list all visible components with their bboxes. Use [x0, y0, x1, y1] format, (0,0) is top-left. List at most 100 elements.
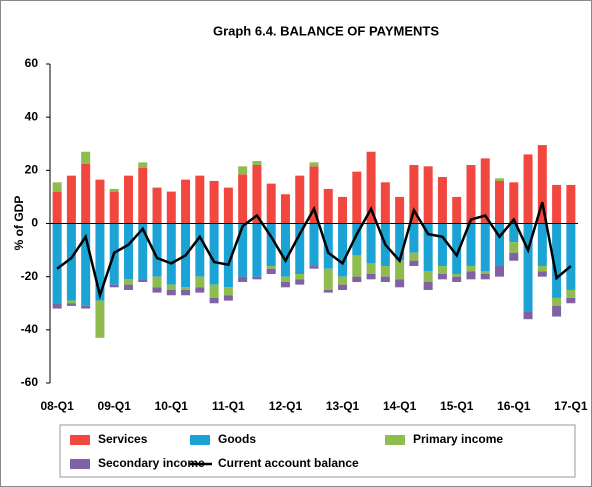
bar-segment [409, 165, 419, 224]
legend-label: Current account balance [218, 456, 359, 470]
legend-label: Secondary income [98, 456, 205, 470]
bar-segment [380, 276, 390, 282]
bar-segment [452, 276, 462, 282]
bar-segment [195, 287, 205, 293]
bar-segment [466, 266, 476, 272]
bar-segment [81, 163, 91, 224]
y-tick-label: 0 [31, 216, 38, 230]
legend-label: Services [98, 432, 148, 446]
bar-segment [152, 223, 162, 277]
bar-segment [380, 182, 390, 224]
bar-segment [495, 178, 505, 181]
bar-segment [238, 166, 248, 175]
x-tick-label: 12-Q1 [269, 399, 303, 413]
y-tick-label: 20 [25, 163, 39, 177]
bar-segment [209, 223, 219, 285]
x-tick-label: 11-Q1 [212, 399, 245, 413]
bar-segment [252, 223, 262, 277]
x-tick-label: 17-Q1 [554, 399, 588, 413]
bar-segment [495, 180, 505, 224]
bar-segment [509, 242, 519, 253]
bar-segment [537, 271, 547, 277]
bar-segment [123, 279, 133, 285]
bar-segment [152, 276, 162, 288]
bar-segment [423, 223, 433, 272]
bar-segment [280, 281, 290, 288]
y-tick-label: 40 [25, 109, 39, 123]
bar-segment [409, 252, 419, 261]
bar-segment [552, 305, 562, 317]
bar-segment [423, 281, 433, 290]
bar-segment [52, 303, 62, 309]
bar-segment [352, 255, 362, 277]
bar-segment [452, 196, 462, 224]
bar-segment [238, 276, 248, 282]
bar-segment [437, 266, 447, 275]
bar-segment [109, 188, 119, 192]
bar-segment [266, 268, 276, 275]
bar-segment [266, 223, 276, 267]
bar-segment [480, 274, 490, 280]
bar-segment [95, 223, 105, 301]
bar-segment [480, 223, 490, 272]
bar-segment [423, 166, 433, 224]
bar-segment [252, 161, 262, 166]
bar-segment [266, 183, 276, 224]
bar-segment [352, 223, 362, 256]
bar-segment [195, 276, 205, 288]
bar-segment [95, 300, 105, 338]
bar-segment [338, 276, 348, 285]
bar-segment [437, 274, 447, 280]
bar-segment [466, 165, 476, 224]
bar-segment [266, 266, 276, 269]
bar-segment [295, 175, 305, 224]
bar-segment [480, 271, 490, 275]
bar-segment [323, 289, 333, 293]
bar-segment [309, 162, 319, 167]
bar-segment [309, 266, 319, 269]
bar-segment [195, 175, 205, 224]
bar-segment [395, 279, 405, 288]
bar-segment [437, 176, 447, 224]
bar-segment [409, 223, 419, 253]
bar-segment [295, 274, 305, 280]
bar-segment [109, 284, 119, 288]
bar-segment [123, 284, 133, 290]
bar-segment [123, 223, 133, 280]
bar-segment [366, 151, 376, 224]
bar-segment [523, 223, 533, 312]
bar-segment [537, 145, 547, 224]
bar-segment [338, 223, 348, 277]
bar-segment [223, 187, 233, 224]
bar-segment [295, 223, 305, 275]
bar-segment [252, 165, 262, 224]
bar-segment [280, 223, 290, 277]
bar-segment [66, 175, 76, 224]
bar-segment [323, 188, 333, 224]
legend-swatch [385, 435, 405, 445]
x-tick-label: 15-Q1 [440, 399, 474, 413]
bar-segment [552, 297, 562, 306]
bar-segment [238, 223, 248, 277]
bar-segment [452, 223, 462, 275]
bar-segment [295, 279, 305, 285]
bar-segment [323, 223, 333, 269]
x-tick-label: 10-Q1 [155, 399, 189, 413]
bar-segment [395, 223, 405, 261]
bar-segment [395, 196, 405, 224]
bar-segment [66, 223, 76, 301]
x-tick-label: 13-Q1 [326, 399, 360, 413]
bar-segment [566, 184, 576, 224]
bar-segment [138, 279, 148, 282]
bar-segment [566, 289, 576, 298]
bar-segment [509, 182, 519, 224]
bar-segment [395, 260, 405, 280]
bar-segment [209, 180, 219, 224]
bar-segment [323, 268, 333, 290]
bar-segment [152, 187, 162, 224]
bar-segment [181, 289, 191, 296]
bar-segment [366, 263, 376, 275]
bar-segment [166, 223, 176, 285]
bar-segment [181, 179, 191, 224]
